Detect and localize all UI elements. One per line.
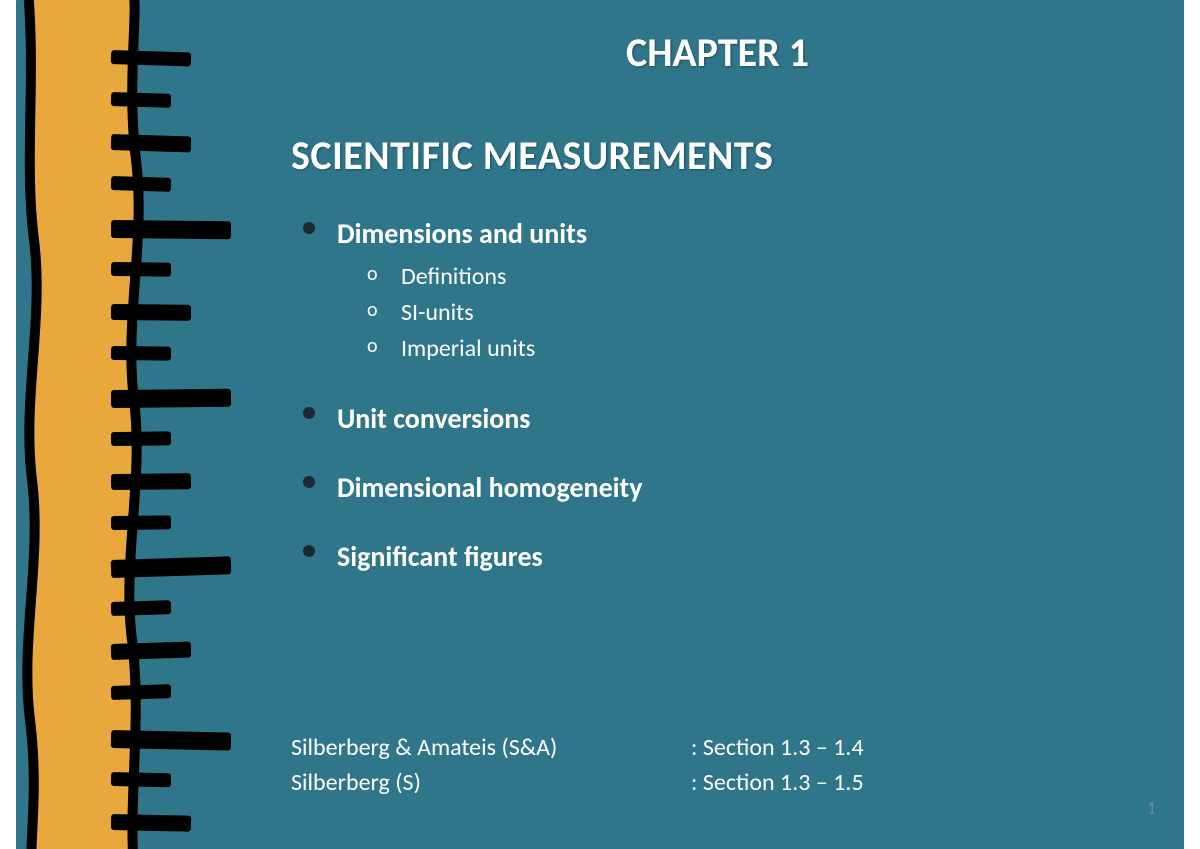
reference-author: Silberberg (S)	[291, 766, 691, 801]
slide-title: SCIENTIFIC MEASUREMENTS	[291, 131, 1144, 180]
reference-author: Silberberg & Amateis (S&A)	[291, 731, 691, 766]
reference-row: Silberberg & Amateis (S&A): Section 1.3 …	[291, 731, 864, 766]
chapter-heading: CHAPTER 1	[448, 28, 988, 77]
topic-item: Significant figures	[297, 539, 1144, 574]
references-block: Silberberg & Amateis (S&A): Section 1.3 …	[291, 731, 864, 801]
reference-section: : Section 1.3 – 1.5	[691, 766, 864, 801]
topic-list: Dimensions and units DefinitionsSI-unitsI…	[291, 216, 1144, 574]
subtopic-item: Imperial units	[367, 331, 1144, 367]
page-number: 1	[1147, 797, 1156, 819]
content-area: CHAPTER 1 SCIENTIFIC MEASUREMENTS Dimens…	[291, 28, 1144, 608]
reference-section: : Section 1.3 – 1.4	[691, 731, 864, 766]
subtopic-item: Definitions	[367, 259, 1144, 295]
topic-label: Significant figures	[337, 539, 543, 574]
slide: CHAPTER 1 SCIENTIFIC MEASUREMENTS Dimens…	[16, 0, 1184, 849]
topic-label: Unit conversions	[337, 401, 530, 436]
topic-item: Dimensions and units DefinitionsSI-unitsI…	[297, 216, 1144, 367]
topic-item: Unit conversions	[297, 401, 1144, 436]
topic-item: Dimensional homogeneity	[297, 470, 1144, 505]
topic-label: Dimensions and units	[337, 216, 587, 251]
subtopic-item: SI-units	[367, 295, 1144, 331]
reference-row: Silberberg (S): Section 1.3 – 1.5	[291, 766, 864, 801]
topic-label: Dimensional homogeneity	[337, 470, 643, 505]
subtopic-list: DefinitionsSI-unitsImperial units	[337, 259, 1144, 367]
ruler-graphic	[16, 0, 236, 849]
